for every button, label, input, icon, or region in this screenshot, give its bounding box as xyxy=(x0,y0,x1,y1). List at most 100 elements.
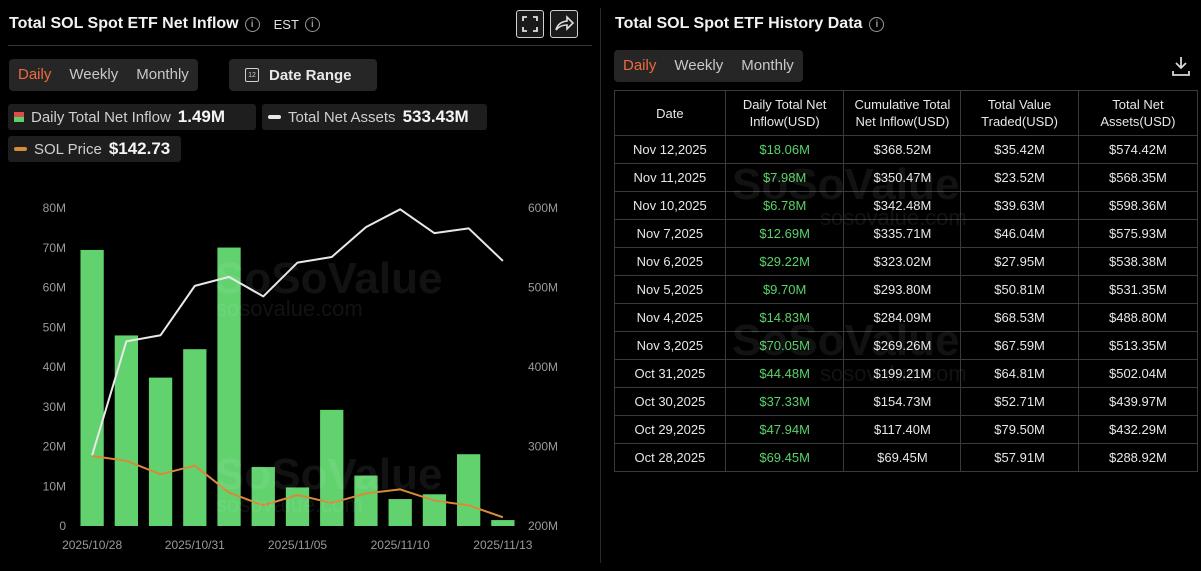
timezone-info-icon[interactable]: i xyxy=(304,16,320,32)
tab-daily[interactable]: Daily xyxy=(18,66,52,83)
y-right-tick-label: 200M xyxy=(528,519,558,533)
net-inflow-chart[interactable]: 0 10M 20M 30M 40M 50M 60M 70M 80M 200M 300M 400M 500… xyxy=(0,190,598,560)
cell-date: Nov 3,2025 xyxy=(614,331,726,360)
cell-daily-inflow: $44.48M xyxy=(724,359,845,388)
cell-cumulative-inflow: $284.09M xyxy=(843,303,962,332)
table-row[interactable]: Nov 12,2025 $18.06M $368.52M $35.42M $574.42… xyxy=(614,135,1199,164)
net-inflow-title-row: Total SOL Spot ETF Net Inflow i EST i xyxy=(9,12,320,36)
share-icon-svg xyxy=(555,15,575,31)
date-range-label: Date Range xyxy=(269,66,352,84)
cell-value-traded: $39.63M xyxy=(960,191,1079,220)
table-row[interactable]: Oct 28,2025 $69.45M $69.45M $57.91M $288.92M xyxy=(614,443,1199,472)
legend-total-assets[interactable]: Total Net Assets 533.43M xyxy=(262,104,487,130)
col-cumulative-inflow[interactable]: Cumulative Total Net Inflow(USD) xyxy=(843,90,962,136)
inflow-bar xyxy=(457,454,481,526)
legend-sol-price[interactable]: SOL Price $142.73 xyxy=(8,136,181,162)
cell-net-assets: $513.35M xyxy=(1077,331,1199,360)
history-tab-monthly[interactable]: Monthly xyxy=(741,57,794,74)
inflow-bar xyxy=(114,335,138,526)
cell-daily-inflow: $18.06M xyxy=(724,135,845,164)
cell-value-traded: $67.59M xyxy=(960,331,1079,360)
date-range-button[interactable]: 12 Date Range xyxy=(229,59,377,91)
cell-cumulative-inflow: $69.45M xyxy=(843,443,962,472)
tab-weekly[interactable]: Weekly xyxy=(69,66,119,83)
net-assets-line xyxy=(91,208,504,456)
table-row[interactable]: Nov 6,2025 $29.22M $323.02M $27.95M $538.38M xyxy=(614,247,1199,276)
cell-date: Nov 5,2025 xyxy=(614,275,726,304)
y-left-tick-label: 50M xyxy=(43,320,66,334)
cell-cumulative-inflow: $335.71M xyxy=(843,219,962,248)
cell-net-assets: $439.97M xyxy=(1077,387,1199,416)
history-tab-daily[interactable]: Daily xyxy=(623,57,657,74)
left-period-tabs: Daily Weekly Monthly xyxy=(9,59,198,91)
share-icon[interactable] xyxy=(550,10,578,38)
cell-cumulative-inflow: $269.26M xyxy=(843,331,962,360)
table-row[interactable]: Nov 7,2025 $12.69M $335.71M $46.04M $575.93M xyxy=(614,219,1199,248)
inflow-bar xyxy=(183,349,207,526)
inflow-bar xyxy=(285,487,310,526)
y-left-tick-label: 20M xyxy=(43,440,66,454)
y-right-tick-label: 600M xyxy=(528,201,558,215)
y-right-tick-label: 500M xyxy=(528,281,558,295)
table-row[interactable]: Nov 4,2025 $14.83M $284.09M $68.53M $488.80M xyxy=(614,303,1199,332)
legend-price-value: $142.73 xyxy=(108,139,171,158)
cell-value-traded: $23.52M xyxy=(960,163,1079,192)
tab-monthly[interactable]: Monthly xyxy=(136,66,189,83)
cell-cumulative-inflow: $350.47M xyxy=(843,163,962,192)
inflow-bar xyxy=(148,377,173,526)
legend-daily-value: 1.49M xyxy=(177,107,226,126)
cell-value-traded: $64.81M xyxy=(960,359,1079,388)
cell-date: Oct 30,2025 xyxy=(614,387,726,416)
history-info-icon[interactable]: i xyxy=(869,16,885,32)
col-daily-inflow[interactable]: Daily Total Net Inflow(USD) xyxy=(724,90,845,136)
cell-value-traded: $27.95M xyxy=(960,247,1079,276)
x-tick-label: 2025/11/10 xyxy=(371,538,430,552)
legend-daily-inflow[interactable]: Daily Total Net Inflow 1.49M xyxy=(8,104,256,130)
inflow-bar xyxy=(491,520,515,526)
inflow-bar xyxy=(354,475,378,526)
table-row[interactable]: Oct 30,2025 $37.33M $154.73M $52.71M $439.97… xyxy=(614,387,1199,416)
legend-assets-value: 533.43M xyxy=(402,107,469,126)
inflow-bar xyxy=(388,499,412,526)
cell-net-assets: $538.38M xyxy=(1077,247,1199,276)
legend-daily-label: Daily Total Net Inflow xyxy=(31,108,171,126)
net-inflow-title: Total SOL Spot ETF Net Inflow xyxy=(9,15,239,32)
cell-date: Nov 10,2025 xyxy=(614,191,726,220)
inflow-bar xyxy=(422,494,447,526)
table-row[interactable]: Nov 11,2025 $7.98M $350.47M $23.52M $568.35M xyxy=(614,163,1199,192)
table-row[interactable]: Oct 29,2025 $47.94M $117.40M $79.50M $432.29… xyxy=(614,415,1199,444)
history-tab-weekly[interactable]: Weekly xyxy=(674,57,724,74)
cell-cumulative-inflow: $342.48M xyxy=(843,191,962,220)
table-row[interactable]: Nov 5,2025 $9.70M $293.80M $50.81M $531.35M xyxy=(614,275,1199,304)
legend-price-label: SOL Price xyxy=(34,140,102,158)
table-row[interactable]: Oct 31,2025 $44.48M $199.21M $64.81M $502.04… xyxy=(614,359,1199,388)
cell-value-traded: $50.81M xyxy=(960,275,1079,304)
fullscreen-icon-svg xyxy=(522,16,538,32)
download-icon[interactable] xyxy=(1171,54,1191,78)
cell-cumulative-inflow: $323.02M xyxy=(843,247,962,276)
col-value-traded[interactable]: Total Value Traded(USD) xyxy=(960,90,1079,136)
net-inflow-panel: Total SOL Spot ETF Net Inflow i EST i Da… xyxy=(0,0,598,571)
table-header-row: Date Daily Total Net Inflow(USD) Cumulat… xyxy=(614,90,1199,136)
table-row[interactable]: Nov 10,2025 $6.78M $342.48M $39.63M $598.36M xyxy=(614,191,1199,220)
y-left-tick-label: 10M xyxy=(43,479,66,493)
y-left-tick-label: 80M xyxy=(43,201,66,215)
cell-date: Nov 7,2025 xyxy=(614,219,726,248)
history-table-body: Nov 12,2025 $18.06M $368.52M $35.42M $574.42… xyxy=(614,135,1199,472)
cell-net-assets: $568.35M xyxy=(1077,163,1199,192)
legend-assets-label: Total Net Assets xyxy=(288,108,396,126)
col-date[interactable]: Date xyxy=(614,90,726,136)
cell-cumulative-inflow: $117.40M xyxy=(843,415,962,444)
cell-net-assets: $574.42M xyxy=(1077,135,1199,164)
y-right-tick-label: 300M xyxy=(528,440,558,454)
info-icon[interactable]: i xyxy=(244,16,260,32)
cell-cumulative-inflow: $154.73M xyxy=(843,387,962,416)
cell-value-traded: $46.04M xyxy=(960,219,1079,248)
table-row[interactable]: Nov 3,2025 $70.05M $269.26M $67.59M $513.35M xyxy=(614,331,1199,360)
fullscreen-icon[interactable] xyxy=(516,10,544,38)
y-left-tick-label: 0 xyxy=(59,519,66,533)
col-net-assets[interactable]: Total Net Assets(USD) xyxy=(1077,90,1199,136)
cell-daily-inflow: $70.05M xyxy=(724,331,845,360)
cell-net-assets: $575.93M xyxy=(1077,219,1199,248)
cell-daily-inflow: $69.45M xyxy=(724,443,845,472)
